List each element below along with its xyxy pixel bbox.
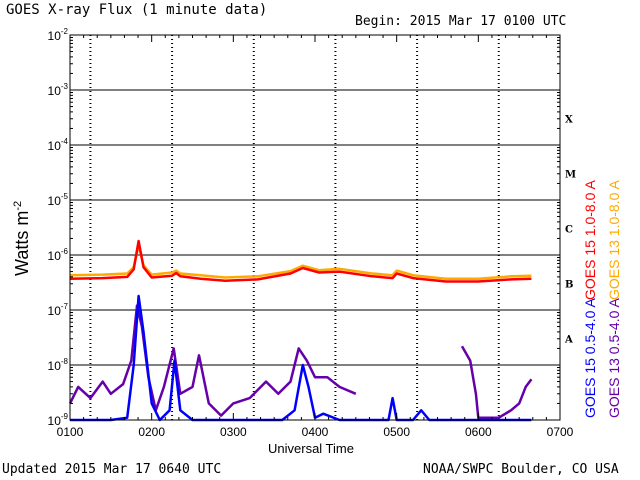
credit: NOAA/SWPC Boulder, CO USA: [423, 462, 619, 477]
series-layer: [68, 239, 533, 422]
x-axis-label: Universal Time: [268, 441, 354, 456]
series-line-2: [68, 304, 357, 417]
y-tick-label: 10-2: [48, 27, 69, 43]
series-line-2-b: [460, 345, 533, 419]
begin-time: Begin: 2015 Mar 17 0100 UTC: [355, 14, 567, 29]
chart-title: GOES X-ray Flux (1 minute data): [6, 2, 268, 18]
flare-class-label: M: [565, 170, 576, 181]
legend-entry: GOES 13 0.5-4.0 A: [606, 298, 622, 418]
y-tick-label: 10-3: [48, 82, 69, 98]
y-tick-label: 10-4: [48, 137, 69, 153]
y-tick-label: 10-7: [48, 302, 69, 318]
y-tick-label: 10-6: [48, 247, 69, 263]
x-tick-label: 0600: [465, 425, 492, 439]
legend-entry: GOES 13 1.0-8.0 A: [606, 180, 622, 300]
flare-class-label: A: [564, 335, 573, 346]
updated-time: Updated 2015 Mar 17 0640 UTC: [2, 462, 222, 477]
x-tick-label: 0700: [547, 425, 574, 439]
flare-class-label: C: [565, 225, 573, 236]
x-tick-label: 0200: [138, 425, 165, 439]
y-tick-label: 10-5: [48, 192, 69, 208]
y-axis-label: Watts m-2: [12, 200, 32, 276]
x-tick-label: 0400: [302, 425, 329, 439]
y-tick-label: 10-9: [48, 412, 69, 428]
x-tick-label: 0300: [220, 425, 247, 439]
x-tick-label: 0100: [57, 425, 84, 439]
series-line-1: [69, 239, 532, 283]
legend-entry: GOES 15 0.5-4.0 A: [582, 298, 598, 418]
plot-frame: [69, 34, 561, 421]
y-tick-label: 10-8: [48, 357, 69, 373]
flare-class-label: X: [565, 115, 573, 126]
x-tick-label: 0500: [383, 425, 410, 439]
flare-class-label: B: [565, 280, 573, 291]
grid: [70, 35, 560, 420]
legend-entry: GOES 15 1.0-8.0 A: [582, 180, 598, 300]
